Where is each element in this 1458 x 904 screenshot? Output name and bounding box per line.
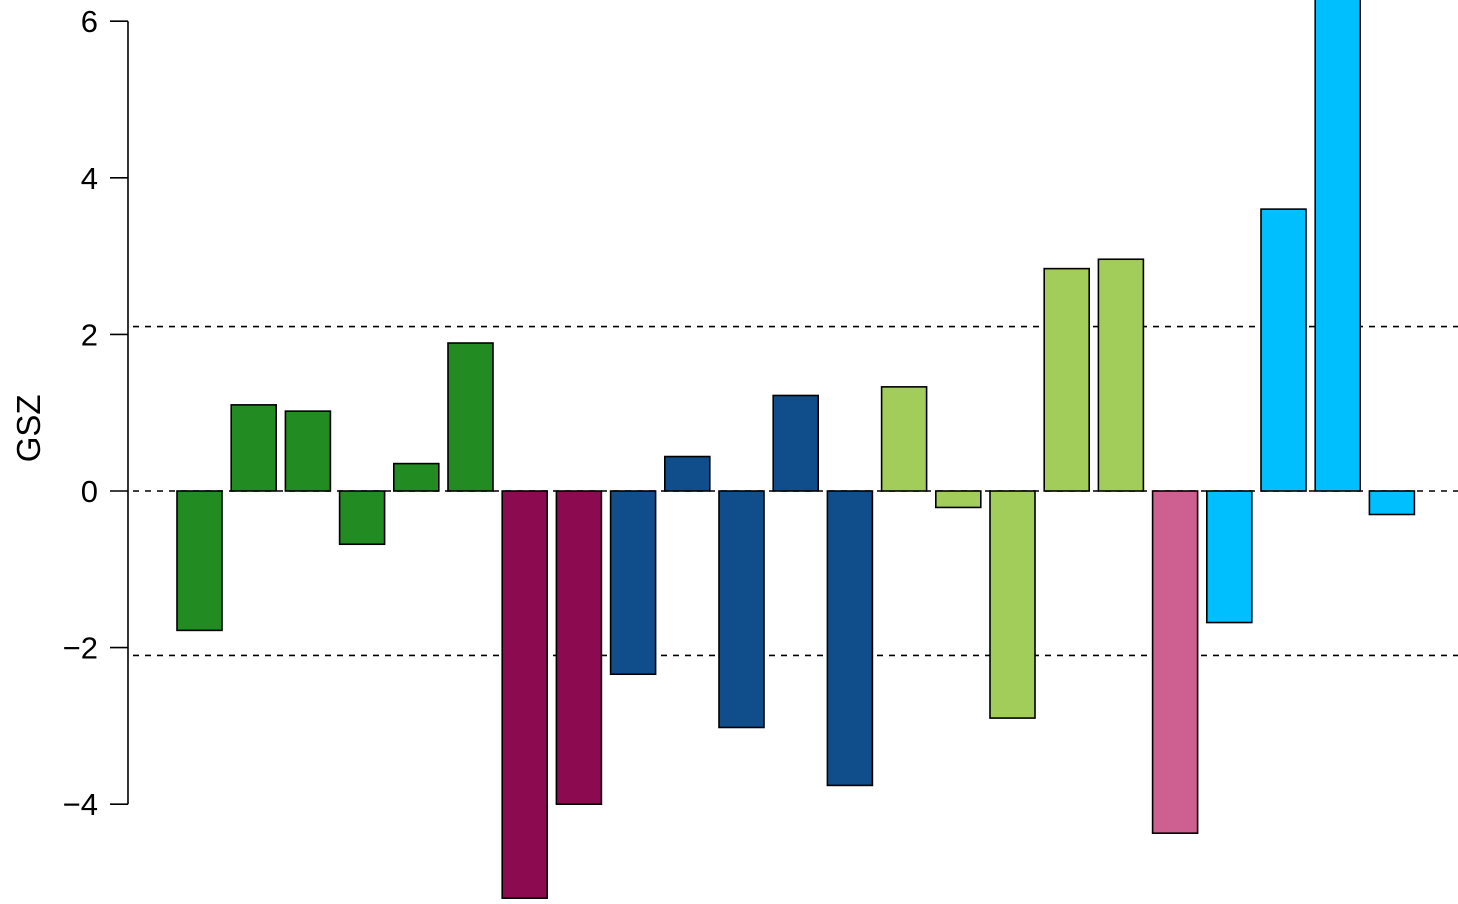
bar-19 <box>1151 490 1199 834</box>
y-tick-label-0: −4 <box>63 787 98 822</box>
bar-20 <box>1206 490 1253 624</box>
bar-6 <box>447 342 494 492</box>
y-tick-label-1: −2 <box>63 631 98 666</box>
bar-21 <box>1260 208 1307 492</box>
bar-5 <box>392 462 440 492</box>
bar-3 <box>284 410 332 492</box>
bar-7 <box>501 490 549 899</box>
bar-10 <box>663 455 711 492</box>
y-tick-label-3: 2 <box>81 317 98 352</box>
bar-16 <box>989 490 1036 719</box>
bar-13 <box>826 490 874 787</box>
bar-18 <box>1097 258 1145 492</box>
bar-15 <box>934 490 982 509</box>
bar-12 <box>772 394 820 492</box>
bars <box>176 0 1416 899</box>
bar-2 <box>230 404 277 492</box>
bar-23 <box>1368 490 1416 516</box>
bar-8 <box>555 490 603 806</box>
y-axis-title: GSZ <box>10 394 47 462</box>
bar-9 <box>609 490 657 676</box>
bar-17 <box>1043 267 1090 492</box>
bar-22 <box>1314 0 1361 492</box>
bar-4 <box>338 490 386 546</box>
y-tick-label-2: 0 <box>81 474 98 509</box>
y-tick-label-4: 4 <box>81 161 98 196</box>
y-tick-label-5: 6 <box>81 4 98 39</box>
bar-11 <box>718 490 765 729</box>
y-axis: −4 −2 0 2 4 6 <box>63 4 129 822</box>
bar-1 <box>176 490 223 632</box>
bar-14 <box>880 386 928 492</box>
